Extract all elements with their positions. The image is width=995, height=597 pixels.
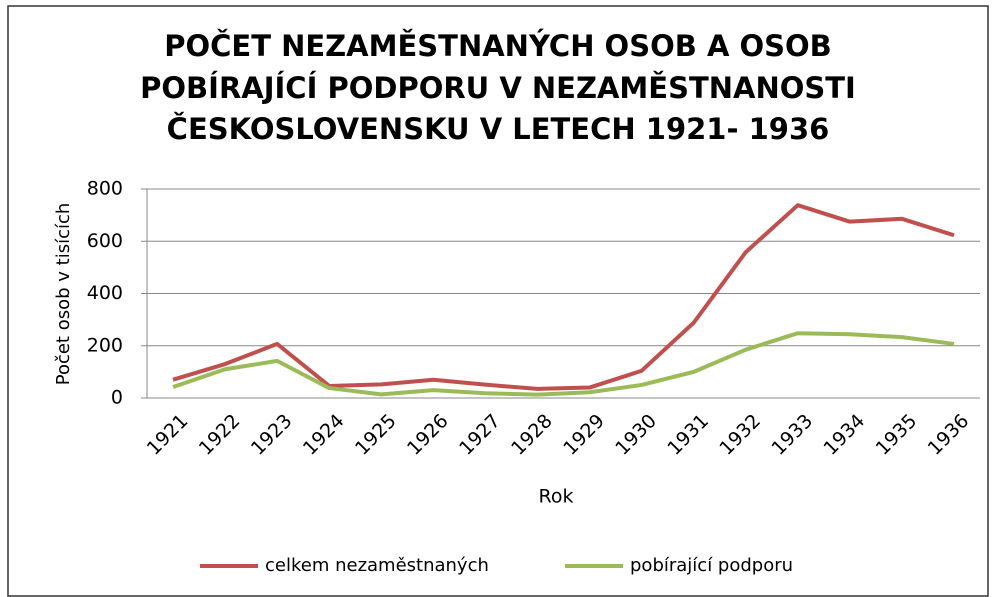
chart-frame bbox=[7, 5, 989, 597]
chart-title: POČET NEZAMĚSTNANÝCH OSOB A OSOB bbox=[164, 29, 832, 63]
data-line bbox=[172, 203, 955, 391]
data-line bbox=[172, 331, 955, 397]
y-tick-label: 200 bbox=[87, 334, 123, 356]
y-tick-label: 0 bbox=[111, 387, 123, 409]
y-tick-label: 400 bbox=[87, 282, 123, 304]
legend-label: pobírající podporu bbox=[630, 555, 793, 576]
y-tick-label: 600 bbox=[87, 230, 123, 252]
y-axis-title: Počet osob v tisících bbox=[53, 203, 74, 386]
chart-title: POBÍRAJÍCÍ PODPORU V NEZAMĚSTNANOSTI bbox=[140, 71, 856, 105]
x-axis-title: Rok bbox=[539, 486, 574, 508]
y-tick-label: 800 bbox=[87, 178, 123, 200]
chart-title: ČESKOSLOVENSKU V LETECH 1921- 1936 bbox=[167, 112, 830, 146]
legend-label: celkem nezaměstnaných bbox=[265, 555, 489, 576]
